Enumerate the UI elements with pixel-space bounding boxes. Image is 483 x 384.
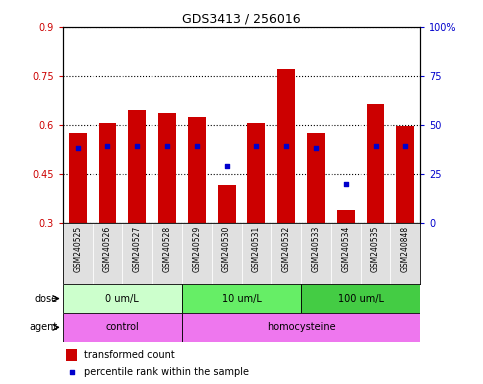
Bar	[301, 284, 420, 313]
Text: GSM240528: GSM240528	[163, 226, 171, 272]
Bar	[307, 133, 325, 223]
Bar	[218, 185, 236, 223]
Point	[372, 143, 380, 149]
Point	[68, 369, 75, 375]
Bar	[367, 104, 384, 223]
Text: agent: agent	[30, 322, 58, 333]
Point	[193, 143, 201, 149]
Bar	[188, 117, 206, 223]
Point	[312, 145, 320, 151]
Point	[401, 143, 409, 149]
Title: GDS3413 / 256016: GDS3413 / 256016	[182, 13, 301, 26]
Text: GSM240530: GSM240530	[222, 226, 231, 272]
Text: dose: dose	[35, 293, 58, 304]
Bar	[182, 284, 301, 313]
Bar	[63, 313, 182, 342]
Text: GSM240535: GSM240535	[371, 226, 380, 272]
Text: GSM240848: GSM240848	[401, 226, 410, 272]
Point	[342, 180, 350, 187]
Text: 10 um/L: 10 um/L	[222, 293, 261, 304]
Point	[282, 143, 290, 149]
Point	[104, 143, 112, 149]
Bar	[337, 210, 355, 223]
Bar	[277, 70, 295, 223]
Text: GSM240534: GSM240534	[341, 226, 350, 272]
Text: GSM240527: GSM240527	[133, 226, 142, 272]
Bar	[397, 126, 414, 223]
Point	[223, 163, 230, 169]
Text: 100 um/L: 100 um/L	[338, 293, 384, 304]
Text: transformed count: transformed count	[84, 350, 175, 360]
Text: homocysteine: homocysteine	[267, 322, 335, 333]
Text: percentile rank within the sample: percentile rank within the sample	[84, 366, 249, 377]
Point	[74, 145, 82, 151]
Bar	[128, 110, 146, 223]
Text: GSM240529: GSM240529	[192, 226, 201, 272]
Text: control: control	[105, 322, 139, 333]
Text: GSM240531: GSM240531	[252, 226, 261, 272]
Bar	[247, 123, 265, 223]
Bar	[158, 113, 176, 223]
Bar	[182, 313, 420, 342]
Text: GSM240533: GSM240533	[312, 226, 320, 272]
Bar	[69, 133, 86, 223]
Text: 0 um/L: 0 um/L	[105, 293, 139, 304]
Bar	[63, 284, 182, 313]
Point	[133, 143, 141, 149]
Text: GSM240525: GSM240525	[73, 226, 82, 272]
Point	[163, 143, 171, 149]
Bar	[66, 349, 77, 361]
Text: GSM240532: GSM240532	[282, 226, 291, 272]
Point	[253, 143, 260, 149]
Bar	[99, 123, 116, 223]
Text: GSM240526: GSM240526	[103, 226, 112, 272]
